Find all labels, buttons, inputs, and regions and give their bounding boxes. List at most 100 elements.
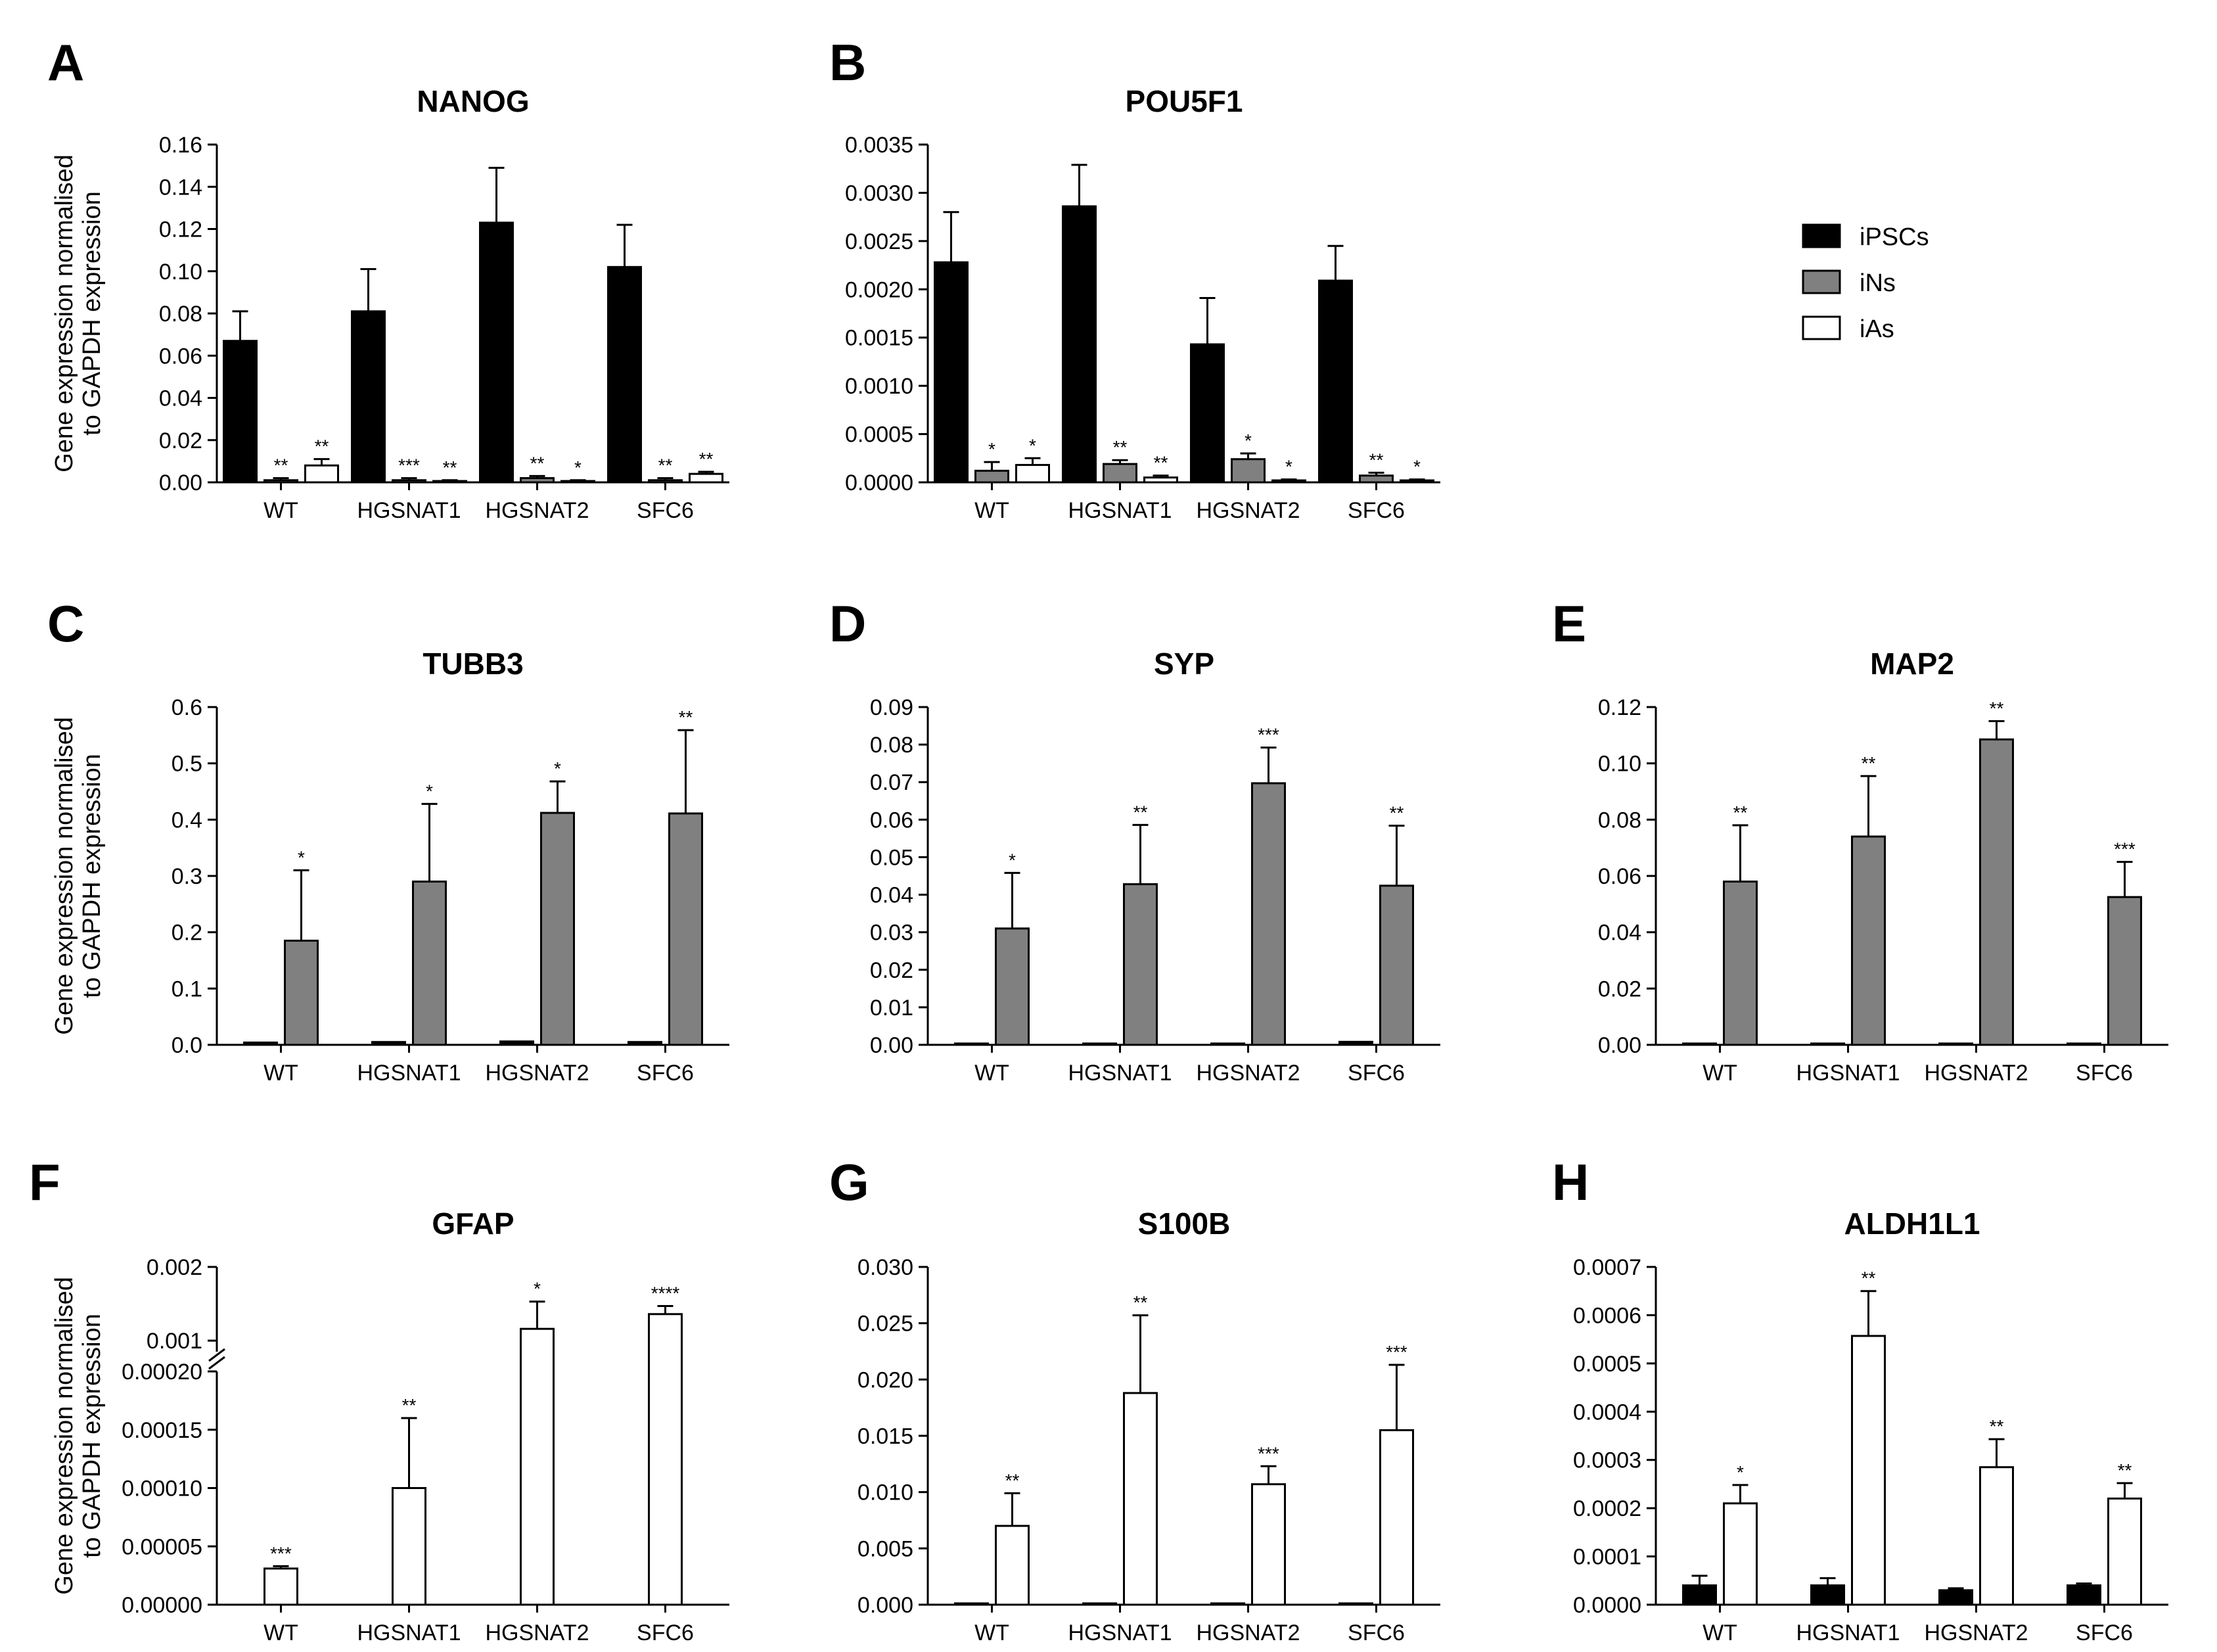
legend-swatch-ipscs bbox=[1802, 223, 1841, 248]
y-tick-label: 0.0007 bbox=[1573, 1255, 1641, 1280]
y-axis-label-line: to GAPDH expression bbox=[78, 754, 106, 998]
bar-iAs-HGSNAT1 bbox=[392, 1487, 426, 1606]
bar-iAs-HGSNAT2 bbox=[520, 1327, 555, 1606]
x-tick-label: WT bbox=[263, 1620, 298, 1645]
y-tick-label: 0.00 bbox=[159, 470, 202, 495]
y-tick-label: 0.00005 bbox=[122, 1534, 202, 1559]
legend-label-ins: iNs bbox=[1860, 269, 1896, 297]
series-iPSCs bbox=[954, 1040, 1373, 1046]
bar-iNs-WT bbox=[1723, 881, 1758, 1046]
y-tick-label: 0.2 bbox=[171, 921, 202, 946]
bar-iAs-HGSNAT2 bbox=[560, 480, 595, 484]
bar-iNs-HGSNAT2 bbox=[1251, 782, 1286, 1046]
chart-title: GFAP bbox=[432, 1206, 514, 1241]
significance-label: ** bbox=[1005, 1470, 1020, 1490]
y-tick-label: 0.5 bbox=[171, 752, 202, 777]
series-iAs: ********** bbox=[995, 1293, 1414, 1606]
bar-iPSCs-WT bbox=[1682, 1584, 1717, 1606]
y-tick-label: 0.6 bbox=[171, 695, 202, 720]
panel-B: B POU5F1 0.0000 0.0005 0.0010 0.0015 0.0020 0.0… bbox=[829, 34, 1440, 523]
y-tick-label: 0.02 bbox=[1598, 976, 1641, 1001]
y-tick-label: 0.02 bbox=[870, 958, 913, 983]
significance-label: ** bbox=[274, 455, 288, 476]
y-tick-label: 0.16 bbox=[159, 133, 202, 158]
panel-letter-C: C bbox=[47, 595, 84, 653]
chart-title: POU5F1 bbox=[1126, 84, 1243, 118]
bar-iAs-SFC6 bbox=[1400, 479, 1434, 484]
y-tick-label: 0.0004 bbox=[1573, 1400, 1641, 1425]
legend-swatch-ins bbox=[1802, 269, 1841, 294]
legend-swatch-ias bbox=[1802, 315, 1841, 340]
legend: iPSCs iNs iAs bbox=[1802, 223, 1929, 343]
bar-iNs-WT bbox=[263, 479, 298, 484]
y-tick-label: 0.010 bbox=[857, 1480, 913, 1505]
significance-label: * bbox=[1009, 850, 1016, 870]
y-tick-label: 0.02 bbox=[159, 428, 202, 453]
y-tick-label: 0.06 bbox=[159, 344, 202, 369]
axis-break-mark bbox=[208, 1356, 225, 1370]
x-tick-label: HGSNAT1 bbox=[1796, 1061, 1900, 1086]
bar-iAs-WT bbox=[995, 1525, 1030, 1606]
bar-iPSCs-SFC6 bbox=[2067, 1042, 2101, 1046]
significance-label: ** bbox=[1369, 449, 1384, 470]
y-tick-label: 0.00000 bbox=[122, 1593, 202, 1618]
bar-iAs-SFC6 bbox=[648, 1313, 683, 1606]
x-tick-label: WT bbox=[263, 498, 298, 523]
chart-title: ALDH1L1 bbox=[1844, 1206, 1980, 1241]
x-tick-label: HGSNAT1 bbox=[1068, 1061, 1172, 1086]
y-axis-label: Gene expression normalisedto GAPDH expre… bbox=[51, 717, 106, 1035]
y-tick-label: 0.020 bbox=[857, 1367, 913, 1392]
bar-iAs-HGSNAT2 bbox=[1979, 1466, 2014, 1606]
significance-label: ** bbox=[2118, 1460, 2132, 1480]
significance-label: ** bbox=[1990, 698, 2004, 718]
significance-label: ** bbox=[679, 707, 693, 727]
significance-label: ** bbox=[658, 455, 673, 476]
bar-iPSCs-HGSNAT2 bbox=[499, 1040, 534, 1046]
significance-label: ** bbox=[1862, 1268, 1876, 1289]
x-tick-label: WT bbox=[974, 1061, 1009, 1086]
legend-label-ias: iAs bbox=[1860, 315, 1894, 343]
bar-iPSCs-HGSNAT1 bbox=[371, 1041, 406, 1046]
x-tick-label: WT bbox=[974, 498, 1009, 523]
y-tick-label: 0.00 bbox=[870, 1033, 913, 1058]
bar-iNs-HGSNAT1 bbox=[412, 881, 447, 1046]
bar-iPSCs-HGSNAT2 bbox=[1938, 1589, 1973, 1606]
y-tick-label: 0.015 bbox=[857, 1424, 913, 1449]
series-iAs: ********** bbox=[263, 1279, 683, 1606]
panel-letter-D: D bbox=[829, 595, 866, 653]
significance-label: ** bbox=[1113, 437, 1128, 457]
panel-letter-E: E bbox=[1552, 595, 1586, 653]
bar-iNs-HGSNAT1 bbox=[1103, 463, 1137, 484]
significance-label: * bbox=[1413, 457, 1421, 477]
bar-iPSCs-WT bbox=[954, 1602, 989, 1606]
bar-iNs-HGSNAT2 bbox=[1979, 738, 2014, 1046]
y-axis-label-line: to GAPDH expression bbox=[78, 191, 106, 436]
significance-label: *** bbox=[1258, 1443, 1279, 1463]
y-tick-label: 0.14 bbox=[159, 175, 202, 200]
bar-iPSCs-HGSNAT2 bbox=[479, 221, 514, 484]
y-tick-label: 0.3 bbox=[171, 864, 202, 889]
significance-label: ** bbox=[1390, 802, 1404, 823]
bar-iPSCs-HGSNAT1 bbox=[351, 310, 386, 484]
bar-iAs-HGSNAT2 bbox=[1271, 479, 1306, 484]
y-tick-label: 0.0005 bbox=[1573, 1352, 1641, 1377]
bar-iPSCs-SFC6 bbox=[607, 265, 642, 484]
panel-A: A NANOG Gene expression normalisedto GAPDH… bbox=[47, 34, 729, 523]
significance-label: * bbox=[1245, 430, 1252, 451]
y-tick-label: 0.1 bbox=[171, 976, 202, 1001]
bar-iAs-HGSNAT1 bbox=[1123, 1392, 1158, 1606]
y-tick-label: 0.06 bbox=[870, 808, 913, 833]
bar-iPSCs-HGSNAT2 bbox=[1938, 1042, 1973, 1046]
x-tick-label: SFC6 bbox=[1348, 1620, 1405, 1645]
x-tick-label: HGSNAT2 bbox=[485, 1620, 589, 1645]
x-tick-label: HGSNAT2 bbox=[1196, 498, 1300, 523]
series-iPSCs bbox=[1682, 1574, 2101, 1606]
x-tick-label: SFC6 bbox=[637, 1620, 694, 1645]
x-tick-label: HGSNAT1 bbox=[357, 1620, 461, 1645]
bar-iPSCs-HGSNAT2 bbox=[1210, 1602, 1245, 1606]
x-tick-label: HGSNAT1 bbox=[357, 498, 461, 523]
significance-label: * bbox=[1737, 1462, 1744, 1482]
y-axis-label: Gene expression normalisedto GAPDH expre… bbox=[51, 154, 106, 472]
significance-label: *** bbox=[398, 455, 420, 476]
